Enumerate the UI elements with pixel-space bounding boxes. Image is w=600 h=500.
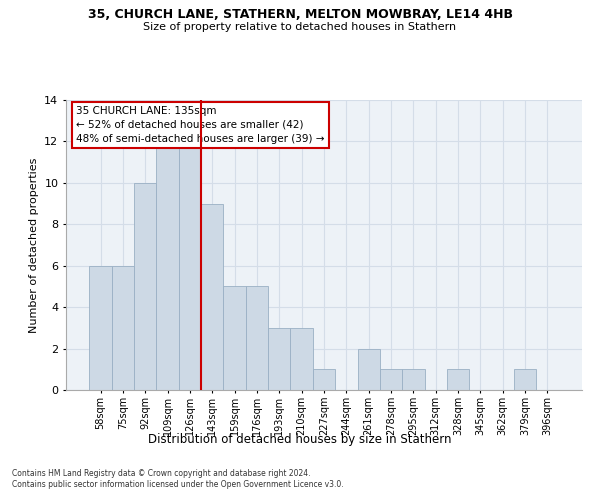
Bar xyxy=(246,286,268,390)
Bar xyxy=(89,266,112,390)
Bar xyxy=(313,370,335,390)
Text: Contains HM Land Registry data © Crown copyright and database right 2024.: Contains HM Land Registry data © Crown c… xyxy=(12,468,311,477)
Bar xyxy=(201,204,223,390)
Bar xyxy=(268,328,290,390)
Bar xyxy=(290,328,313,390)
Bar xyxy=(358,348,380,390)
Text: Size of property relative to detached houses in Stathern: Size of property relative to detached ho… xyxy=(143,22,457,32)
Text: 35, CHURCH LANE, STATHERN, MELTON MOWBRAY, LE14 4HB: 35, CHURCH LANE, STATHERN, MELTON MOWBRA… xyxy=(88,8,512,20)
Bar xyxy=(514,370,536,390)
Bar xyxy=(157,142,179,390)
Bar xyxy=(112,266,134,390)
Text: Distribution of detached houses by size in Stathern: Distribution of detached houses by size … xyxy=(148,432,452,446)
Text: 35 CHURCH LANE: 135sqm
← 52% of detached houses are smaller (42)
48% of semi-det: 35 CHURCH LANE: 135sqm ← 52% of detached… xyxy=(76,106,325,144)
Bar xyxy=(223,286,246,390)
Bar xyxy=(380,370,402,390)
Bar xyxy=(402,370,425,390)
Bar xyxy=(179,142,201,390)
Bar xyxy=(447,370,469,390)
Y-axis label: Number of detached properties: Number of detached properties xyxy=(29,158,38,332)
Text: Contains public sector information licensed under the Open Government Licence v3: Contains public sector information licen… xyxy=(12,480,344,489)
Bar xyxy=(134,183,157,390)
